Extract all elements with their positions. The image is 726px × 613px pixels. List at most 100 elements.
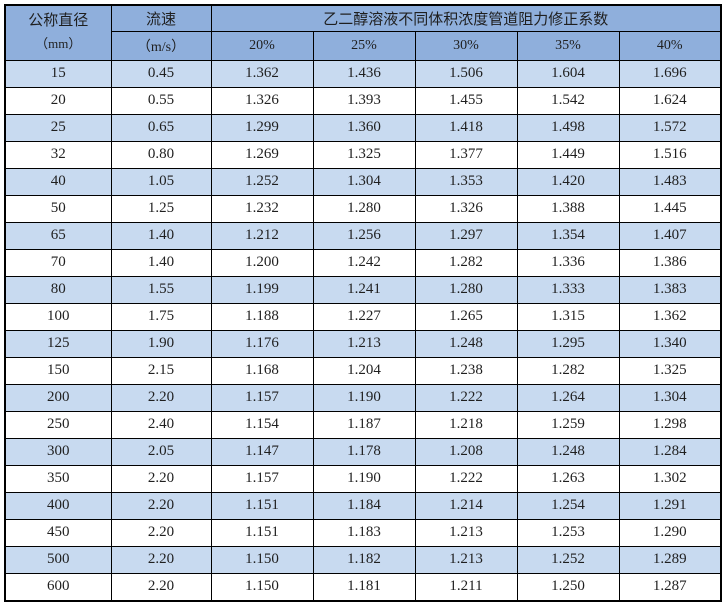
table-cell: 1.445 <box>618 194 722 223</box>
table-cell: 1.238 <box>414 356 518 385</box>
table-cell: 2.20 <box>110 518 212 547</box>
table-row: 600 2.20 1.150 1.181 1.211 1.250 1.287 <box>4 572 722 601</box>
table-cell: 400 <box>4 491 112 520</box>
correction-factor-table: 公称直径 （mm） 流速 乙二醇溶液不同体积浓度管道阻力修正系数 （m/s） 2… <box>4 4 723 602</box>
table-cell: 1.213 <box>414 518 518 547</box>
table-cell: 1.302 <box>618 464 722 493</box>
table-cell: 20 <box>4 86 112 115</box>
diameter-header-cell: 公称直径 （mm） <box>4 4 112 61</box>
table-cell: 500 <box>4 545 112 574</box>
table-cell: 1.696 <box>618 59 722 88</box>
table-cell: 1.200 <box>210 248 314 277</box>
table-cell: 600 <box>4 572 112 601</box>
table-cell: 1.340 <box>618 329 722 358</box>
concentration-40-cell: 40% <box>618 30 722 61</box>
table-cell: 150 <box>4 356 112 385</box>
table-row: 125 1.90 1.176 1.213 1.248 1.295 1.340 <box>4 329 722 358</box>
table-cell: 1.151 <box>210 518 314 547</box>
table-cell: 2.20 <box>110 545 212 574</box>
table-cell: 1.290 <box>618 518 722 547</box>
table-cell: 1.624 <box>618 86 722 115</box>
span-title-cell: 乙二醇溶液不同体积浓度管道阻力修正系数 <box>210 4 722 32</box>
table-cell: 1.222 <box>414 383 518 412</box>
table-cell: 1.178 <box>312 437 416 466</box>
table-cell: 1.232 <box>210 194 314 223</box>
table-row: 500 2.20 1.150 1.182 1.213 1.252 1.289 <box>4 545 722 574</box>
table-cell: 1.248 <box>414 329 518 358</box>
table-cell: 1.455 <box>414 86 518 115</box>
table-cell: 1.269 <box>210 140 314 169</box>
table-cell: 1.208 <box>414 437 518 466</box>
table-cell: 0.65 <box>110 113 212 142</box>
table-cell: 300 <box>4 437 112 466</box>
table-cell: 1.154 <box>210 410 314 439</box>
table-body: 15 0.45 1.362 1.436 1.506 1.604 1.696 20 0.55 1.3… <box>4 59 722 601</box>
table-cell: 1.176 <box>210 329 314 358</box>
table-cell: 1.40 <box>110 248 212 277</box>
table-row: 15 0.45 1.362 1.436 1.506 1.604 1.696 <box>4 59 722 88</box>
velocity-unit-cell: （m/s） <box>110 30 212 61</box>
table-cell: 32 <box>4 140 112 169</box>
table-cell: 1.354 <box>516 221 620 250</box>
table-cell: 1.362 <box>618 302 722 331</box>
table-cell: 1.506 <box>414 59 518 88</box>
table-cell: 1.168 <box>210 356 314 385</box>
table-cell: 1.386 <box>618 248 722 277</box>
diameter-unit: （mm） <box>35 35 82 51</box>
table-cell: 1.227 <box>312 302 416 331</box>
table-cell: 70 <box>4 248 112 277</box>
table-cell: 1.90 <box>110 329 212 358</box>
table-cell: 1.254 <box>516 491 620 520</box>
table-cell: 1.252 <box>516 545 620 574</box>
table-cell: 1.248 <box>516 437 620 466</box>
table-cell: 1.280 <box>414 275 518 304</box>
table-cell: 2.20 <box>110 464 212 493</box>
table-cell: 1.420 <box>516 167 620 196</box>
table-cell: 2.40 <box>110 410 212 439</box>
concentration-20-cell: 20% <box>210 30 314 61</box>
table-cell: 1.304 <box>312 167 416 196</box>
header-row-2: （m/s） 20% 25% 30% 35% 40% <box>5 30 722 61</box>
table-cell: 1.182 <box>312 545 416 574</box>
table-cell: 1.326 <box>210 86 314 115</box>
table-row: 100 1.75 1.188 1.227 1.265 1.315 1.362 <box>4 302 722 331</box>
table-row: 65 1.40 1.212 1.256 1.297 1.354 1.407 <box>4 221 722 250</box>
table-cell: 1.264 <box>516 383 620 412</box>
table-cell: 40 <box>4 167 112 196</box>
table-row: 250 2.40 1.154 1.187 1.218 1.259 1.298 <box>4 410 722 439</box>
table-cell: 1.289 <box>618 545 722 574</box>
table-cell: 1.147 <box>210 437 314 466</box>
table-cell: 1.326 <box>414 194 518 223</box>
table-cell: 450 <box>4 518 112 547</box>
table-row: 50 1.25 1.232 1.280 1.326 1.388 1.445 <box>4 194 722 223</box>
table-cell: 1.572 <box>618 113 722 142</box>
table-cell: 1.183 <box>312 518 416 547</box>
table-cell: 1.388 <box>516 194 620 223</box>
table-cell: 1.259 <box>516 410 620 439</box>
table-cell: 1.05 <box>110 167 212 196</box>
table-cell: 0.55 <box>110 86 212 115</box>
table-cell: 2.20 <box>110 383 212 412</box>
table-cell: 15 <box>4 59 112 88</box>
table-cell: 1.199 <box>210 275 314 304</box>
table-cell: 1.253 <box>516 518 620 547</box>
table-row: 450 2.20 1.151 1.183 1.213 1.253 1.290 <box>4 518 722 547</box>
table-cell: 1.214 <box>414 491 518 520</box>
table-row: 80 1.55 1.199 1.241 1.280 1.333 1.383 <box>4 275 722 304</box>
table-cell: 2.05 <box>110 437 212 466</box>
table-cell: 1.212 <box>210 221 314 250</box>
table-cell: 1.190 <box>312 383 416 412</box>
table-cell: 1.150 <box>210 572 314 601</box>
table-row: 32 0.80 1.269 1.325 1.377 1.449 1.516 <box>4 140 722 169</box>
table-cell: 1.299 <box>210 113 314 142</box>
table-row: 300 2.05 1.147 1.178 1.208 1.248 1.284 <box>4 437 722 466</box>
table-cell: 0.45 <box>110 59 212 88</box>
velocity-header-cell: 流速 <box>110 4 212 32</box>
table-cell: 1.157 <box>210 464 314 493</box>
table-cell: 1.190 <box>312 464 416 493</box>
table-cell: 0.80 <box>110 140 212 169</box>
table-cell: 1.291 <box>618 491 722 520</box>
table-cell: 1.187 <box>312 410 416 439</box>
table-cell: 1.256 <box>312 221 416 250</box>
table-cell: 1.360 <box>312 113 416 142</box>
